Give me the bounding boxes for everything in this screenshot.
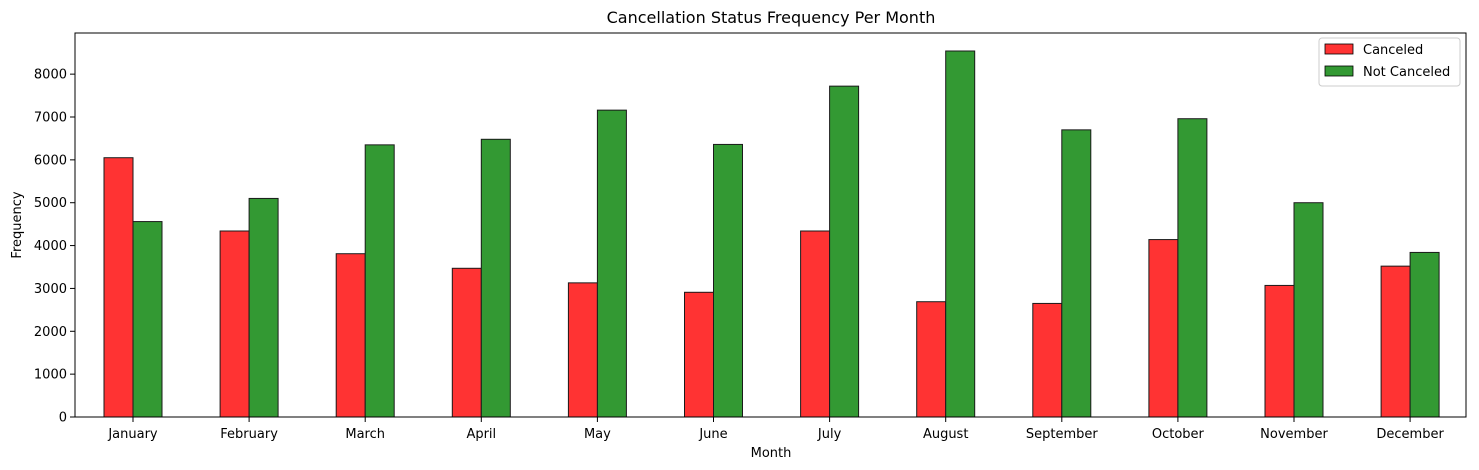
y-tick-label-2000: 2000 — [34, 325, 67, 340]
bar-canceled-november — [1264, 284, 1295, 418]
x-tick-label-december: December — [1376, 427, 1444, 442]
bar-not-canceled-october — [1177, 118, 1208, 418]
bar-not-canceled-august — [945, 50, 976, 418]
bar-canceled-june — [684, 291, 714, 418]
x-tick-label-august: August — [923, 427, 969, 442]
legend-box — [1318, 37, 1461, 87]
y-tick-label-7000: 7000 — [34, 111, 67, 126]
x-tick-label-june: June — [698, 427, 727, 442]
bar-canceled-december — [1380, 265, 1411, 418]
legend-label-canceled: Canceled — [1363, 43, 1423, 58]
y-tick-label-8000: 8000 — [34, 68, 67, 83]
x-tick-label-november: November — [1260, 427, 1328, 442]
x-axis-label: Month — [751, 446, 792, 461]
y-tick-label-0: 0 — [59, 411, 67, 426]
x-tick-label-september: September — [1026, 427, 1099, 442]
bar-canceled-january — [103, 157, 134, 418]
x-tick-label-july: July — [817, 427, 842, 442]
y-axis: 0 1000 2000 3000 4000 5000 6000 7000 8000 — [34, 68, 75, 426]
y-tick-label-5000: 5000 — [34, 196, 67, 211]
x-tick-label-february: February — [220, 427, 278, 442]
y-tick-label-4000: 4000 — [34, 239, 67, 254]
bar-not-canceled-march — [364, 144, 395, 418]
bar-not-canceled-july — [829, 85, 860, 418]
bar-canceled-february — [219, 230, 250, 418]
bar-not-canceled-february — [248, 197, 279, 418]
y-tick-label-3000: 3000 — [34, 282, 67, 297]
bar-canceled-october — [1148, 239, 1179, 418]
bar-not-canceled-september — [1061, 129, 1092, 418]
x-tick-label-january: January — [107, 427, 158, 442]
y-tick-label-1000: 1000 — [34, 368, 67, 383]
bar-canceled-july — [800, 230, 831, 418]
y-axis-label: Frequency — [10, 191, 25, 258]
legend: Canceled Not Canceled — [1318, 37, 1461, 87]
bar-canceled-april — [451, 267, 482, 418]
chart-title: Cancellation Status Frequency Per Month — [607, 8, 936, 27]
bar-canceled-september — [1032, 302, 1063, 418]
bar-canceled-march — [335, 253, 366, 418]
bar-not-canceled-april — [480, 138, 511, 418]
bar-canceled-may — [567, 282, 598, 418]
bar-not-canceled-november — [1293, 202, 1324, 418]
bar-canceled-august — [916, 301, 947, 418]
legend-label-not-canceled: Not Canceled — [1363, 65, 1450, 80]
x-axis: January February March April May June July Augu… — [107, 417, 1444, 442]
legend-swatch-not-canceled — [1324, 65, 1354, 77]
bar-not-canceled-may — [596, 109, 627, 418]
y-tick-label-6000: 6000 — [34, 153, 67, 168]
bar-not-canceled-january — [132, 221, 163, 418]
plot-frame — [74, 32, 1467, 418]
legend-swatch-canceled — [1324, 43, 1354, 55]
bars — [103, 50, 1440, 418]
x-tick-label-may: May — [584, 427, 611, 442]
x-tick-label-march: March — [345, 427, 385, 442]
x-tick-label-october: October — [1152, 427, 1205, 442]
bar-not-canceled-december — [1409, 251, 1440, 418]
x-tick-label-april: April — [466, 427, 496, 442]
bar-not-canceled-june — [713, 143, 743, 418]
